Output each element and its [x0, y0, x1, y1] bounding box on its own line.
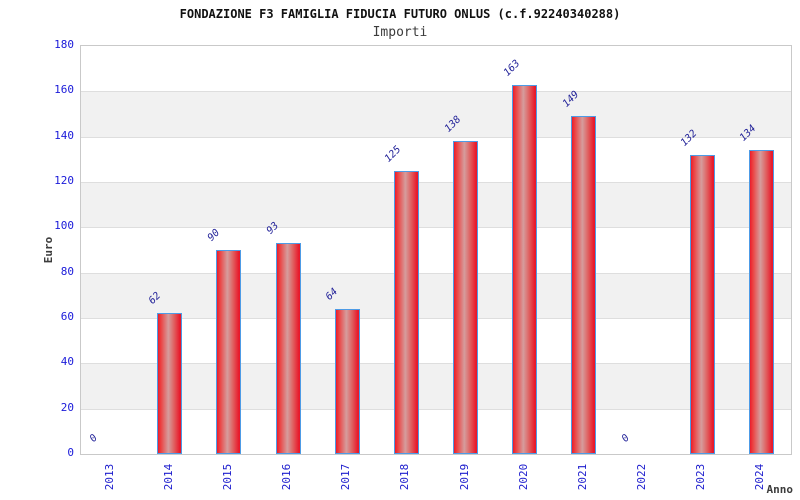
bar: [571, 116, 597, 454]
bar: [157, 313, 183, 454]
y-tick-label: 0: [67, 446, 74, 459]
plot-band: [81, 272, 791, 318]
x-tick-label: 2023: [694, 463, 708, 491]
plot-band: [81, 46, 791, 91]
x-tick-label: 2024: [753, 463, 767, 491]
bar: [334, 308, 360, 454]
bar: [689, 154, 715, 454]
bar: [748, 150, 774, 454]
bar: [512, 84, 538, 454]
y-tick-label: 20: [60, 400, 74, 414]
x-tick-label: 2020: [516, 463, 530, 491]
y-tick-label: 180: [54, 38, 74, 51]
gridline: [81, 318, 791, 319]
x-tick-label: 2022: [635, 463, 649, 491]
gridline: [81, 91, 791, 93]
gridline: [81, 408, 791, 410]
y-tick-label: 120: [54, 174, 74, 187]
gridline: [81, 272, 791, 274]
x-axis-label: Anno: [766, 483, 794, 496]
chart-title: FONDAZIONE F3 FAMIGLIA FIDUCIA FUTURO ON…: [179, 7, 621, 21]
x-tick-label: 2021: [575, 463, 589, 491]
y-tick-label: 80: [60, 264, 74, 278]
bar: [275, 243, 301, 454]
y-tick-label: 60: [60, 310, 74, 323]
plot-band: [81, 318, 791, 363]
y-tick-label: 100: [54, 219, 74, 233]
x-tick-label: 2016: [280, 463, 294, 491]
plot-band: [81, 182, 791, 228]
plot-area: 0 62 90 93 64 125 138 163 149 0 132 134: [80, 45, 792, 455]
plot-band: [81, 227, 791, 272]
bar: [393, 170, 419, 454]
gridline: [81, 227, 791, 229]
bar: [453, 141, 479, 454]
x-tick-label: 2013: [102, 463, 116, 491]
plot-band: [81, 91, 791, 137]
gridline: [81, 136, 791, 138]
y-tick-label: 160: [54, 83, 74, 97]
x-tick-label: 2017: [339, 463, 353, 491]
gridline: [81, 182, 791, 183]
x-tick-label: 2019: [457, 463, 471, 491]
gridline: [81, 363, 791, 365]
plot-band: [81, 363, 791, 409]
x-tick-label: 2015: [220, 463, 234, 491]
y-tick-label: 140: [54, 128, 74, 142]
y-tick-label: 40: [60, 355, 74, 369]
x-tick-label: 2018: [398, 463, 412, 491]
x-tick-label: 2014: [161, 463, 175, 491]
bar: [216, 250, 242, 454]
plot-band: [81, 409, 791, 454]
chart-subtitle: Importi: [372, 25, 428, 40]
